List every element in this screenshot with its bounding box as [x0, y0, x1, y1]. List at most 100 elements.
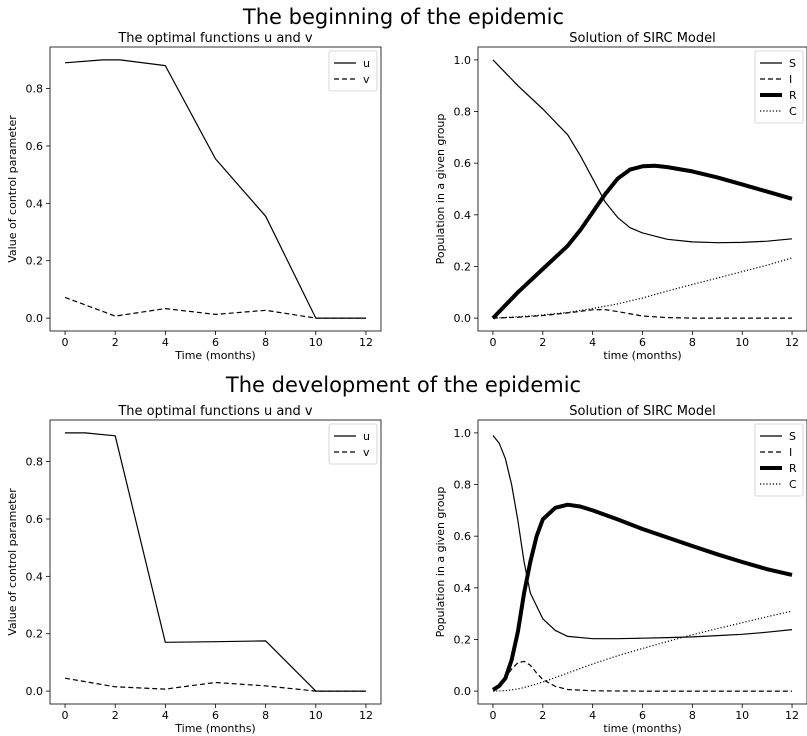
y-tick-label: 0.4: [26, 570, 44, 583]
legend: SIRC: [754, 50, 804, 124]
y-tick-label: 0.2: [26, 255, 44, 268]
chart-title: The optimal functions u and v: [117, 404, 313, 419]
x-tick-label: 0: [62, 709, 69, 722]
y-axis-label: Value of control parameter: [6, 488, 19, 636]
legend-label-R: R: [789, 89, 797, 102]
series-line-v: [64, 296, 366, 319]
x-tick-label: 2: [112, 336, 119, 349]
x-axis-label: time (months): [603, 722, 681, 735]
series-line-u: [65, 432, 366, 692]
y-axis-label: Population in a given group: [434, 114, 447, 265]
legend-label-S: S: [789, 430, 796, 443]
x-tick-label: 4: [162, 709, 169, 722]
legend: uv: [328, 50, 378, 92]
y-tick-label: 0.6: [26, 513, 44, 526]
legend-box: [754, 50, 804, 124]
series-line-C: [492, 257, 793, 319]
series-line-v: [64, 677, 366, 692]
suptitle-top: The beginning of the epidemic: [242, 5, 565, 29]
series-line-I: [492, 660, 792, 692]
series-line-u: [64, 59, 366, 319]
x-axis-label: Time (months): [174, 722, 255, 735]
legend-label-u: u: [363, 57, 370, 70]
chart-2: Solution of SIRC Model 0 2 4 6 8 10 12 0.0 0.2 0.4…: [434, 31, 807, 362]
x-tick-label: 8: [689, 336, 696, 349]
legend-label-R: R: [789, 462, 797, 475]
x-tick-label: 6: [639, 336, 646, 349]
y-tick-label: 0.6: [454, 530, 472, 543]
legend-box: [754, 423, 804, 497]
y-tick-label: 1.0: [454, 54, 472, 67]
series-line-S: [492, 435, 793, 640]
y-tick-label: 0.0: [454, 685, 472, 698]
x-tick-label: 10: [735, 709, 749, 722]
x-tick-label: 8: [262, 336, 269, 349]
legend-label-u: u: [363, 430, 370, 443]
chart-title: Solution of SIRC Model: [569, 404, 715, 419]
y-tick-label: 0.8: [454, 106, 472, 119]
x-tick-label: 8: [689, 709, 696, 722]
legend-label-C: C: [789, 105, 797, 118]
chart-title: Solution of SIRC Model: [569, 31, 715, 46]
legend-label-v: v: [363, 73, 370, 86]
x-tick-label: 6: [212, 709, 219, 722]
y-tick-label: 0.4: [454, 209, 472, 222]
y-tick-label: 0.4: [26, 197, 44, 210]
suptitle-bottom: The development of the epidemic: [225, 373, 582, 397]
chart-title: The optimal functions u and v: [117, 31, 313, 46]
chart-3: The optimal functions u and v 0 2 4 6 8 10 12 0.…: [6, 404, 382, 735]
legend-label-C: C: [789, 478, 797, 491]
x-tick-label: 4: [589, 336, 596, 349]
series-line-I: [492, 309, 792, 319]
y-tick-label: 0.8: [454, 479, 472, 492]
y-tick-label: 1.0: [454, 427, 472, 440]
y-axis-label: Population in a given group: [434, 487, 447, 638]
y-tick-label: 0.6: [26, 140, 44, 153]
y-tick-label: 0.0: [26, 685, 44, 698]
legend: uv: [328, 423, 378, 465]
x-axis-label: time (months): [603, 349, 681, 362]
x-axis-label: Time (months): [174, 349, 255, 362]
legend-label-I: I: [789, 73, 792, 86]
y-tick-label: 0.2: [454, 633, 472, 646]
legend-label-v: v: [363, 446, 370, 459]
x-tick-label: 2: [539, 709, 546, 722]
x-tick-label: 12: [359, 336, 373, 349]
legend-label-I: I: [789, 446, 792, 459]
y-tick-label: 0.0: [26, 312, 44, 325]
y-tick-label: 0.8: [26, 83, 44, 96]
x-tick-label: 12: [785, 336, 799, 349]
x-tick-label: 0: [489, 336, 496, 349]
y-tick-label: 0.8: [26, 456, 44, 469]
chart-4: Solution of SIRC Model 0 2 4 6 8 10 12 0.0 0.2 0.4…: [434, 404, 807, 735]
legend: SIRC: [754, 423, 804, 497]
x-tick-label: 2: [112, 709, 119, 722]
x-tick-label: 10: [309, 336, 323, 349]
series-line-R: [491, 502, 793, 692]
y-tick-label: 0.6: [454, 157, 472, 170]
legend-box: [328, 50, 378, 92]
x-tick-label: 4: [162, 336, 169, 349]
x-tick-label: 2: [539, 336, 546, 349]
y-tick-label: 0.2: [26, 628, 44, 641]
y-tick-label: 0.4: [454, 582, 472, 595]
x-tick-label: 8: [262, 709, 269, 722]
x-tick-label: 6: [212, 336, 219, 349]
series-line-C: [492, 610, 793, 692]
x-tick-label: 0: [62, 336, 69, 349]
y-tick-label: 0.0: [454, 312, 472, 325]
x-tick-label: 10: [309, 709, 323, 722]
x-tick-label: 10: [735, 336, 749, 349]
series-line-R: [491, 163, 793, 320]
x-tick-label: 12: [359, 709, 373, 722]
series-line-S: [492, 59, 793, 244]
y-axis-label: Value of control parameter: [6, 115, 19, 263]
x-tick-label: 0: [489, 709, 496, 722]
x-tick-label: 6: [639, 709, 646, 722]
y-tick-label: 0.2: [454, 260, 472, 273]
x-tick-label: 12: [785, 709, 799, 722]
legend-box: [328, 423, 378, 465]
legend-label-S: S: [789, 57, 796, 70]
x-tick-label: 4: [589, 709, 596, 722]
